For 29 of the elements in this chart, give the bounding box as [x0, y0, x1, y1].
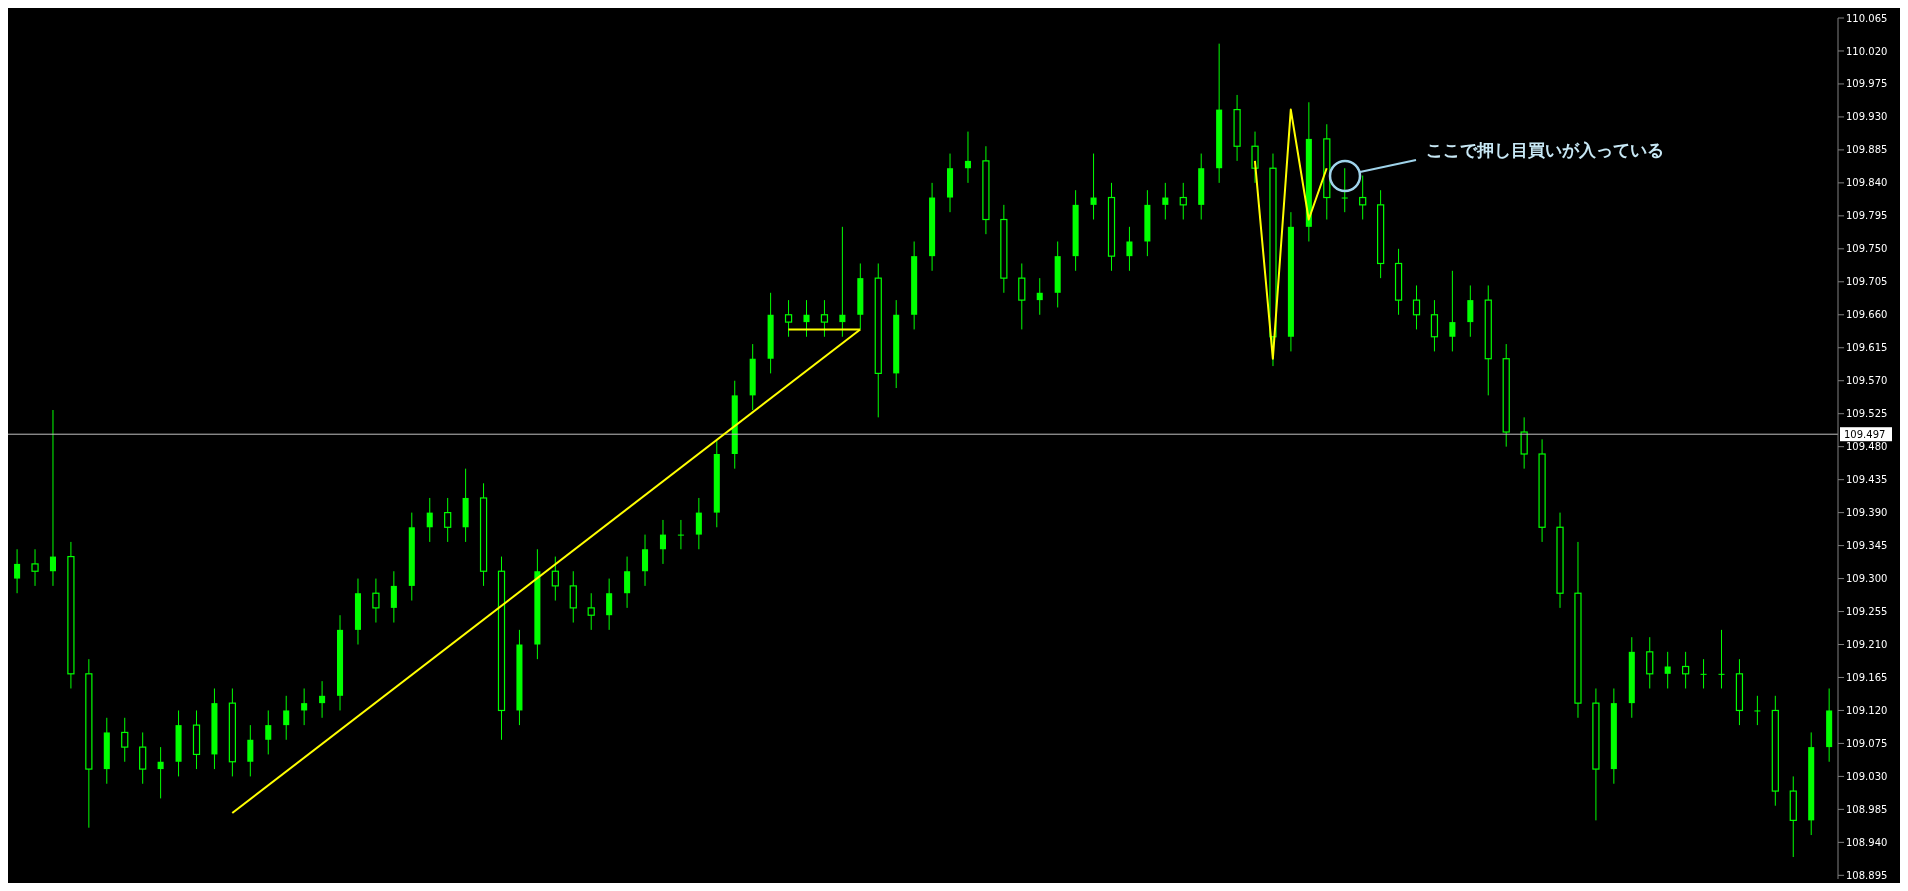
y-tick-label: 109.795 — [1846, 210, 1888, 222]
ref-line-label: 109.497 — [1844, 429, 1886, 441]
y-tick-label: 110.020 — [1846, 45, 1888, 57]
y-tick-label: 109.660 — [1846, 309, 1888, 321]
y-tick-label: 109.480 — [1846, 441, 1888, 453]
y-tick-label: 110.065 — [1846, 12, 1888, 24]
y-tick-label: 109.525 — [1846, 408, 1888, 420]
y-tick-label: 109.210 — [1846, 639, 1888, 651]
y-tick-label: 109.165 — [1846, 672, 1888, 684]
annotation: ここで押し目買いが入っている — [1426, 139, 1664, 162]
y-tick-label: 108.985 — [1846, 803, 1888, 815]
y-tick-label: 109.435 — [1846, 474, 1888, 486]
y-tick-label: 109.255 — [1846, 606, 1888, 618]
y-tick-label: 109.930 — [1846, 111, 1888, 123]
y-tick-label: 109.300 — [1846, 573, 1888, 585]
y-tick-label: 109.750 — [1846, 243, 1888, 255]
y-tick-label: 109.345 — [1846, 540, 1888, 552]
y-tick-label: 109.075 — [1846, 737, 1888, 749]
y-tick-label: 109.885 — [1846, 144, 1888, 156]
y-tick-label: 108.895 — [1846, 869, 1888, 881]
y-tick-label: 108.940 — [1846, 836, 1888, 848]
y-tick-label: 109.840 — [1846, 177, 1888, 189]
y-tick-label: 109.705 — [1846, 276, 1888, 288]
y-tick-label: 109.030 — [1846, 770, 1888, 782]
y-tick-label: 109.570 — [1846, 375, 1888, 387]
y-tick-label: 109.975 — [1846, 78, 1888, 90]
y-tick-label: 109.390 — [1846, 507, 1888, 519]
y-tick-label: 109.120 — [1846, 705, 1888, 717]
y-tick-label: 109.615 — [1846, 342, 1888, 354]
